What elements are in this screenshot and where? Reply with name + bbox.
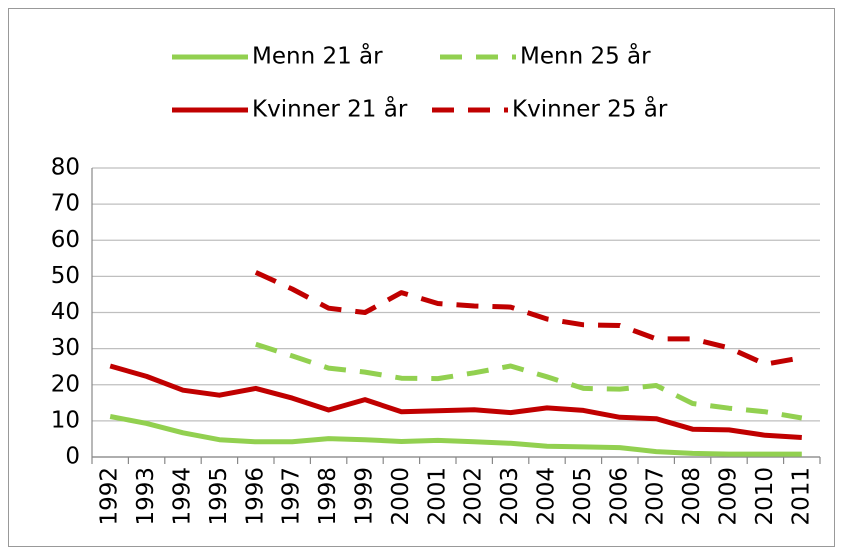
x-tick-label: 1997	[279, 467, 305, 526]
x-tick-label: 2010	[752, 467, 778, 526]
x-tick-label: 2004	[534, 467, 560, 526]
series-line	[109, 414, 802, 457]
legend-label: Menn 21 år	[252, 42, 383, 70]
x-tick-label: 1994	[170, 467, 196, 526]
x-tick-label: 2002	[461, 467, 487, 526]
y-tick-label: 20	[51, 371, 80, 397]
series-line	[255, 341, 803, 421]
x-tick-label: 2003	[497, 467, 523, 526]
y-tick-label: 50	[51, 263, 80, 289]
x-tick-label: 1993	[133, 467, 159, 526]
x-tick-label: 2006	[606, 467, 632, 526]
y-tick-label: 10	[51, 407, 80, 433]
legend-label: Kvinner 21 år	[252, 95, 408, 123]
x-tick-label: 2011	[788, 467, 814, 526]
y-tick-label: 80	[51, 155, 80, 181]
series-line	[109, 363, 802, 440]
x-tick-label: 2009	[716, 467, 742, 526]
x-tick-label: 1995	[206, 467, 232, 526]
chart-frame	[8, 8, 835, 547]
x-tick-label: 2007	[643, 467, 669, 526]
x-tick-label: 2001	[424, 467, 450, 526]
legend-label: Menn 25 år	[520, 42, 651, 70]
x-tick-label: 2000	[388, 467, 414, 526]
series-line	[254, 270, 803, 367]
y-tick-label: 60	[51, 227, 80, 253]
y-tick-label: 0	[65, 444, 80, 470]
x-tick-label: 1992	[97, 467, 123, 526]
x-tick-label: 1999	[352, 467, 378, 526]
x-tick-label: 2005	[570, 467, 596, 526]
x-tick-label: 1998	[315, 467, 341, 526]
y-tick-label: 40	[51, 299, 80, 325]
x-tick-label: 2008	[679, 467, 705, 526]
x-tick-label: 1996	[242, 467, 268, 526]
legend-label: Kvinner 25 år	[512, 95, 668, 123]
y-tick-label: 70	[51, 191, 80, 217]
y-tick-label: 30	[51, 335, 80, 361]
